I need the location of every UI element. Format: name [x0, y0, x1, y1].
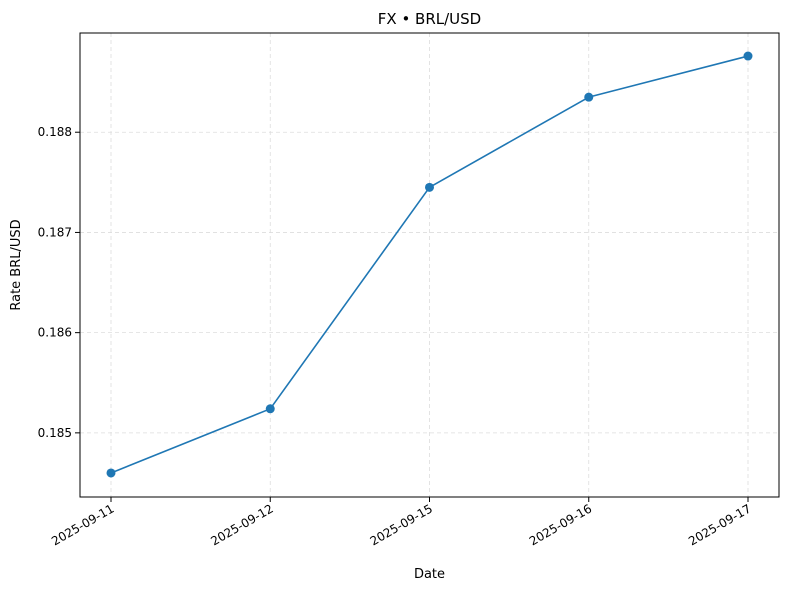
data-point: [425, 182, 434, 192]
x-axis-label: Date: [414, 567, 445, 582]
x-axis-ticks: 2025-09-11 2025-09-12 2025-09-15 2025-09-16…: [49, 497, 754, 548]
y-tick-label: 0.185: [38, 426, 72, 440]
data-point: [584, 92, 594, 102]
chart-title: FX • BRL/USD: [378, 10, 481, 28]
plot-frame: [79, 32, 780, 498]
y-tick-label: 0.186: [38, 326, 72, 340]
data-point: [743, 51, 753, 61]
x-tick-label: 2025-09-12: [208, 501, 275, 548]
x-tick-label: 2025-09-11: [49, 501, 116, 548]
data-point: [265, 404, 275, 414]
x-tick-label: 2025-09-17: [686, 501, 753, 548]
grid-lines: [80, 33, 779, 497]
y-tick-label: 0.187: [38, 225, 72, 239]
series-group: [106, 51, 753, 478]
y-axis-label: Rate BRL/USD: [9, 219, 24, 310]
x-tick-label: 2025-09-16: [527, 501, 594, 548]
data-point: [106, 468, 116, 478]
y-axis-ticks: 0.185 0.186 0.187 0.188: [38, 125, 80, 440]
x-tick-label: 2025-09-15: [368, 501, 435, 548]
y-tick-label: 0.188: [38, 125, 72, 139]
